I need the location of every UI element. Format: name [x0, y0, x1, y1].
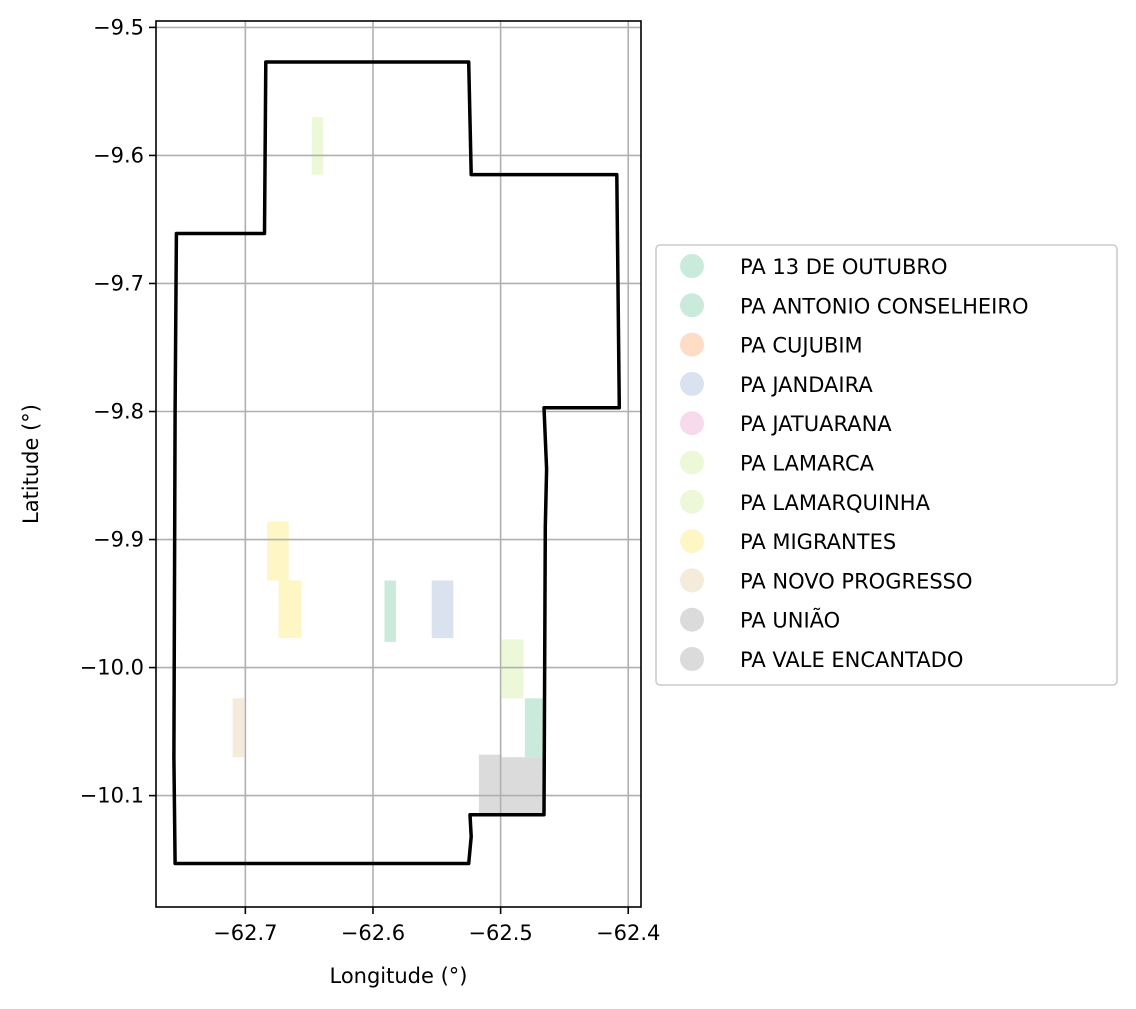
legend-marker-7	[680, 529, 704, 554]
legend-label-7: PA MIGRANTES	[740, 530, 896, 554]
legend-label-3: PA JANDAIRA	[740, 373, 873, 397]
x-tick-label-2: −62.5	[468, 921, 532, 945]
y-axis-ticks: −9.5 −9.6 −9.7 −9.8 −9.9 −10.0 −10.1	[80, 15, 156, 808]
legend-items: PA 13 DE OUTUBRO PA ANTONIO CONSELHEIRO PA…	[680, 254, 1028, 672]
y-tick-label-2: −9.7	[93, 271, 144, 295]
legend-marker-2	[680, 332, 704, 357]
legend-marker-1	[680, 293, 704, 318]
parcel-0	[384, 580, 396, 642]
y-axis-label: Latitude (°)	[19, 404, 43, 524]
parcel-9	[478, 754, 502, 815]
y-tick-label-0: −9.5	[93, 15, 144, 39]
axes-background	[156, 21, 641, 907]
legend-box	[655, 244, 1118, 686]
y-tick-label-5: −10.0	[80, 656, 144, 680]
y-tick-label-3: −9.8	[93, 400, 144, 424]
parcel-5	[501, 639, 524, 699]
legend-label-5: PA LAMARCA	[740, 452, 875, 476]
legend-label-10: PA VALE ENCANTADO	[740, 648, 963, 672]
legend-label-9: PA UNIÃO	[740, 607, 840, 633]
parcel-7	[267, 521, 289, 581]
parcel-7	[278, 580, 302, 639]
legend-label-1: PA ANTONIO CONSELHEIRO	[740, 294, 1028, 318]
settlement-parcels	[232, 117, 546, 815]
y-tick-label-6: −10.1	[80, 784, 144, 808]
legend-marker-3	[680, 371, 704, 396]
grid-lines	[156, 21, 641, 907]
legend-marker-10	[680, 647, 704, 671]
parcel-10	[501, 757, 546, 815]
x-tick-label-3: −62.4	[596, 921, 660, 945]
legend-marker-0	[680, 254, 704, 278]
parcel-3	[431, 580, 454, 639]
parcel-1	[524, 698, 546, 758]
legend-marker-4	[680, 411, 704, 436]
y-tick-label-4: −9.9	[93, 528, 144, 552]
parcel-8	[232, 698, 245, 758]
plot-area	[155, 20, 642, 908]
parcel-6	[311, 117, 324, 175]
x-axis-label: Longitude (°)	[329, 964, 467, 988]
axes-frame	[155, 20, 642, 908]
x-axis-ticks: −62.7 −62.6 −62.5 −62.4	[213, 907, 660, 945]
legend-marker-6	[680, 489, 704, 514]
boundary-outline	[172, 60, 622, 866]
legend-marker-8	[680, 568, 704, 593]
x-tick-label-0: −62.7	[213, 921, 277, 945]
legend-marker-9	[680, 607, 704, 632]
legend-marker-5	[680, 450, 704, 475]
legend-label-4: PA JATUARANA	[740, 412, 892, 436]
legend-label-8: PA NOVO PROGRESSO	[740, 569, 973, 593]
legend-label-0: PA 13 DE OUTUBRO	[740, 255, 948, 279]
y-tick-label-1: −9.6	[93, 143, 144, 167]
legend-label-2: PA CUJUBIM	[740, 334, 863, 358]
legend-label-6: PA LAMARQUINHA	[740, 491, 931, 515]
x-tick-label-1: −62.6	[341, 921, 405, 945]
legend: PA 13 DE OUTUBRO PA ANTONIO CONSELHEIRO PA…	[655, 244, 1118, 686]
